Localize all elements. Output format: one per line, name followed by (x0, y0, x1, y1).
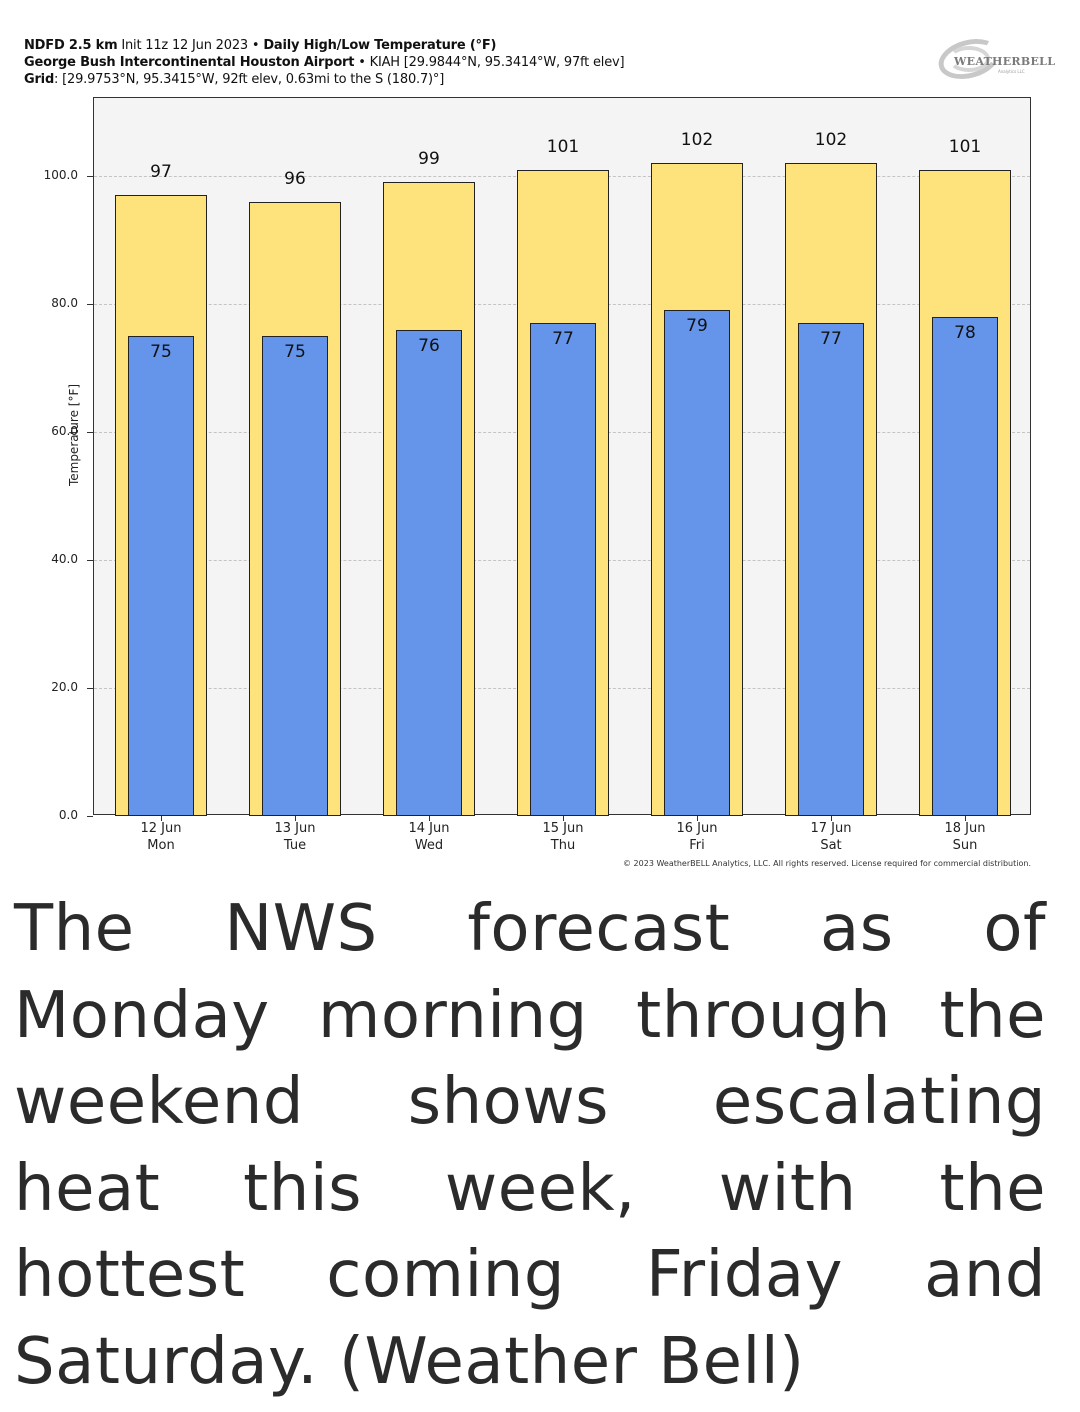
low-temp-bar (932, 316, 998, 816)
x-day-label: Sat (820, 838, 842, 853)
low-temp-bar (396, 329, 462, 816)
x-date-label: 15 Jun (542, 821, 584, 836)
y-tick-mark (87, 688, 93, 689)
y-tick-mark (87, 432, 93, 433)
header-line-station: George Bush Intercontinental Houston Air… (24, 54, 625, 71)
x-day-label: Mon (147, 838, 175, 853)
x-tick-mark (965, 816, 966, 821)
x-date-label: 17 Jun (810, 821, 852, 836)
y-tick-label: 100.0 (43, 168, 78, 182)
chart-header: NDFD 2.5 km Init 11z 12 Jun 2023 • Daily… (24, 37, 625, 88)
x-date-label: 12 Jun (140, 821, 182, 836)
photo-caption: The NWS forecast as of Monday morning th… (14, 892, 1046, 1399)
x-tick-mark (697, 816, 698, 821)
y-tick-label: 0.0 (58, 808, 78, 822)
high-temp-value: 101 (948, 136, 982, 157)
low-temp-value: 77 (552, 329, 574, 350)
x-tick-label: 16 Jun Fri (647, 820, 747, 854)
low-temp-bar (262, 336, 328, 816)
low-temp-value: 76 (418, 335, 440, 356)
y-tick-mark (87, 176, 93, 177)
y-tick-label: 60.0 (51, 424, 78, 438)
low-temp-value: 75 (150, 342, 172, 362)
x-day-label: Fri (689, 838, 705, 853)
high-temp-value: 99 (418, 149, 440, 170)
x-tick-mark (563, 816, 564, 821)
x-tick-mark (295, 816, 296, 821)
y-tick-label: 20.0 (51, 680, 78, 694)
x-tick-label: 12 Jun Mon (111, 820, 211, 854)
low-temp-value: 79 (686, 316, 708, 337)
x-date-label: 16 Jun (676, 821, 718, 836)
logo-swirl-inner-icon (948, 46, 990, 72)
model-name: NDFD 2.5 km (24, 38, 118, 53)
x-tick-label: 17 Jun Sat (781, 820, 881, 854)
logo-name: WEATHERBELL (954, 55, 1056, 68)
x-date-label: 13 Jun (274, 821, 316, 836)
x-day-label: Tue (283, 838, 307, 853)
x-day-label: Wed (414, 838, 444, 853)
weatherbell-logo: WEATHERBELL Analytics LLC (934, 32, 1055, 86)
low-temp-value: 77 (820, 329, 842, 350)
high-temp-value: 102 (814, 130, 848, 151)
copyright-notice: © 2023 WeatherBELL Analytics, LLC. All r… (623, 859, 1031, 868)
product-title: Daily High/Low Temperature (°F) (263, 38, 497, 53)
low-temp-bar (798, 323, 864, 816)
x-day-label: Thu (550, 838, 576, 853)
y-tick-label: 40.0 (51, 552, 78, 566)
init-time: Init 11z 12 Jun 2023 • (117, 38, 264, 53)
grid-info: : [29.9753°N, 95.3415°W, 92ft elev, 0.63… (54, 72, 445, 87)
y-tick-mark (87, 816, 93, 817)
high-temp-value: 101 (546, 136, 580, 157)
plot-area: Temperature [°F] 0.0 20.0 40.0 60.0 80.0 100.… (44, 97, 1031, 853)
header-line-grid: Grid: [29.9753°N, 95.3415°W, 92ft elev, … (24, 71, 624, 88)
low-temp-bar (128, 336, 194, 816)
x-date-label: 18 Jun (944, 821, 986, 836)
y-tick-label: 80.0 (51, 296, 78, 310)
x-tick-mark (429, 816, 430, 821)
logo-sub: Analytics LLC (998, 69, 1025, 74)
station-name: George Bush Intercontinental Houston Air… (24, 55, 355, 70)
x-tick-label: 15 Jun Thu (513, 820, 613, 854)
grid-label: Grid (24, 72, 55, 87)
low-temp-value: 75 (284, 342, 306, 362)
high-temp-value: 102 (680, 130, 714, 151)
x-tick-label: 18 Jun Sun (915, 820, 1015, 854)
x-tick-mark (161, 816, 162, 821)
low-temp-bar (664, 310, 730, 816)
low-temp-bar (530, 323, 596, 816)
y-tick-mark (87, 560, 93, 561)
low-temp-value: 78 (954, 322, 976, 343)
x-day-label: Sun (952, 838, 978, 853)
high-temp-value: 96 (284, 168, 306, 189)
y-tick-mark (87, 304, 93, 305)
x-tick-label: 13 Jun Tue (245, 820, 345, 854)
high-temp-value: 97 (150, 162, 172, 183)
x-date-label: 14 Jun (408, 821, 450, 836)
x-tick-mark (831, 816, 832, 821)
header-line-model: NDFD 2.5 km Init 11z 12 Jun 2023 • Daily… (24, 37, 624, 54)
x-tick-label: 14 Jun Wed (379, 820, 479, 854)
station-info: • KIAH [29.9844°N, 95.3414°W, 97ft elev] (354, 55, 625, 70)
